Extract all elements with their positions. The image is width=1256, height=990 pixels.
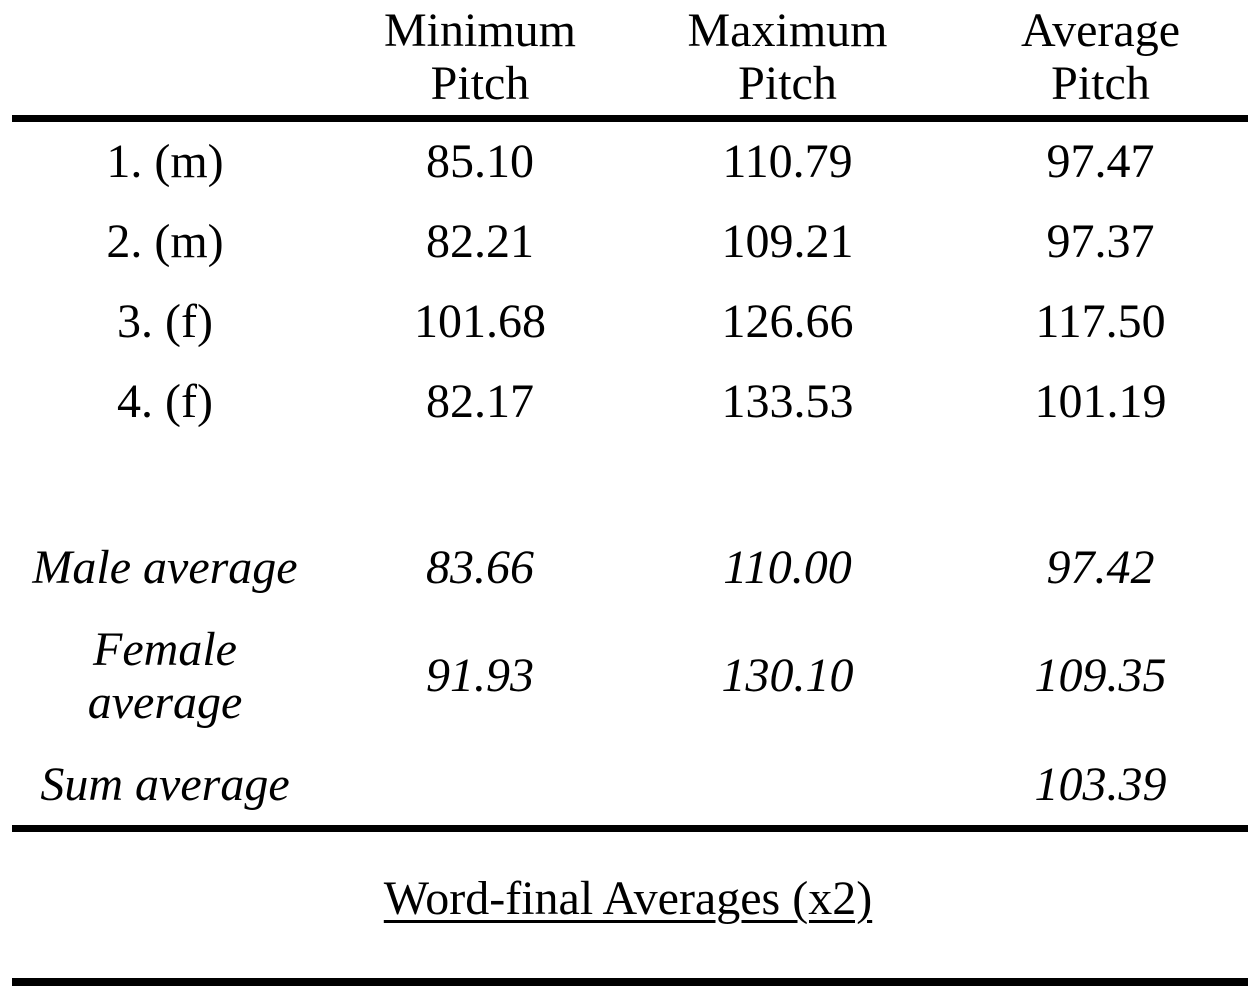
cell-minimum-pitch (330, 745, 630, 825)
cell-maximum-pitch: 130.10 (721, 649, 854, 703)
row-label: 4. (f) (117, 374, 213, 428)
cell-minimum-pitch: 85.10 (426, 134, 534, 188)
row-label: 3. (f) (117, 294, 213, 348)
cell-maximum-pitch: 109.21 (721, 214, 854, 268)
table-row-subject-3: 3. (f) 101.68 126.66 117.50 (0, 282, 1256, 362)
cell-maximum-pitch: 110.79 (722, 134, 853, 188)
bottom-rule (12, 978, 1248, 986)
table-row-sum-average: Sum average 103.39 (0, 745, 1256, 825)
row-label: 2. (m) (106, 214, 224, 268)
cell-maximum-pitch: 110.00 (723, 540, 852, 594)
cell-minimum-pitch: 82.21 (426, 214, 534, 268)
row-label: Female average (87, 622, 243, 729)
header-row: Minimum Pitch Maximum Pitch Average Pitc… (0, 0, 1256, 115)
table-caption: Word-final Averages (x2) (383, 871, 873, 925)
header-rule-row (0, 115, 1256, 122)
cell-maximum-pitch: 133.53 (721, 374, 854, 428)
cell-minimum-pitch: 83.66 (426, 540, 534, 594)
cell-maximum-pitch: 126.66 (721, 294, 854, 348)
pitch-table: Minimum Pitch Maximum Pitch Average Pitc… (0, 0, 1256, 832)
spacer-row (0, 442, 1256, 528)
cell-average-pitch: 117.50 (1035, 294, 1166, 348)
cell-average-pitch: 97.37 (1046, 214, 1155, 268)
table-row-female-average: Female average 91.93 130.10 109.35 (0, 608, 1256, 745)
col-header-average-pitch: Average Pitch (1021, 3, 1180, 110)
cell-average-pitch: 97.47 (1046, 134, 1155, 188)
col-header-minimum-pitch: Minimum Pitch (383, 3, 577, 110)
cell-maximum-pitch (630, 745, 945, 825)
row-label: Sum average (40, 757, 290, 811)
cell-average-pitch: 103.39 (1034, 757, 1167, 811)
table-row-subject-4: 4. (f) 82.17 133.53 101.19 (0, 362, 1256, 442)
cell-minimum-pitch: 82.17 (426, 374, 534, 428)
corner-cell (0, 0, 330, 115)
table-row-subject-2: 2. (m) 82.21 109.21 97.37 (0, 202, 1256, 282)
cell-minimum-pitch: 101.68 (414, 294, 546, 348)
caption-zone: Word-final Averages (x2) (0, 832, 1256, 978)
footer-rule (12, 825, 1248, 832)
table-row-male-average: Male average 83.66 110.00 97.42 (0, 528, 1256, 608)
header-rule (12, 115, 1248, 122)
row-label: Male average (32, 540, 298, 594)
cell-minimum-pitch: 91.93 (426, 649, 534, 703)
col-header-maximum-pitch: Maximum Pitch (687, 3, 888, 110)
cell-average-pitch: 97.42 (1046, 540, 1155, 594)
cell-average-pitch: 101.19 (1034, 374, 1167, 428)
footer-rule-row (0, 825, 1256, 832)
row-label: 1. (m) (106, 134, 224, 188)
cell-average-pitch: 109.35 (1034, 649, 1167, 703)
table-row-subject-1: 1. (m) 85.10 110.79 97.47 (0, 122, 1256, 202)
